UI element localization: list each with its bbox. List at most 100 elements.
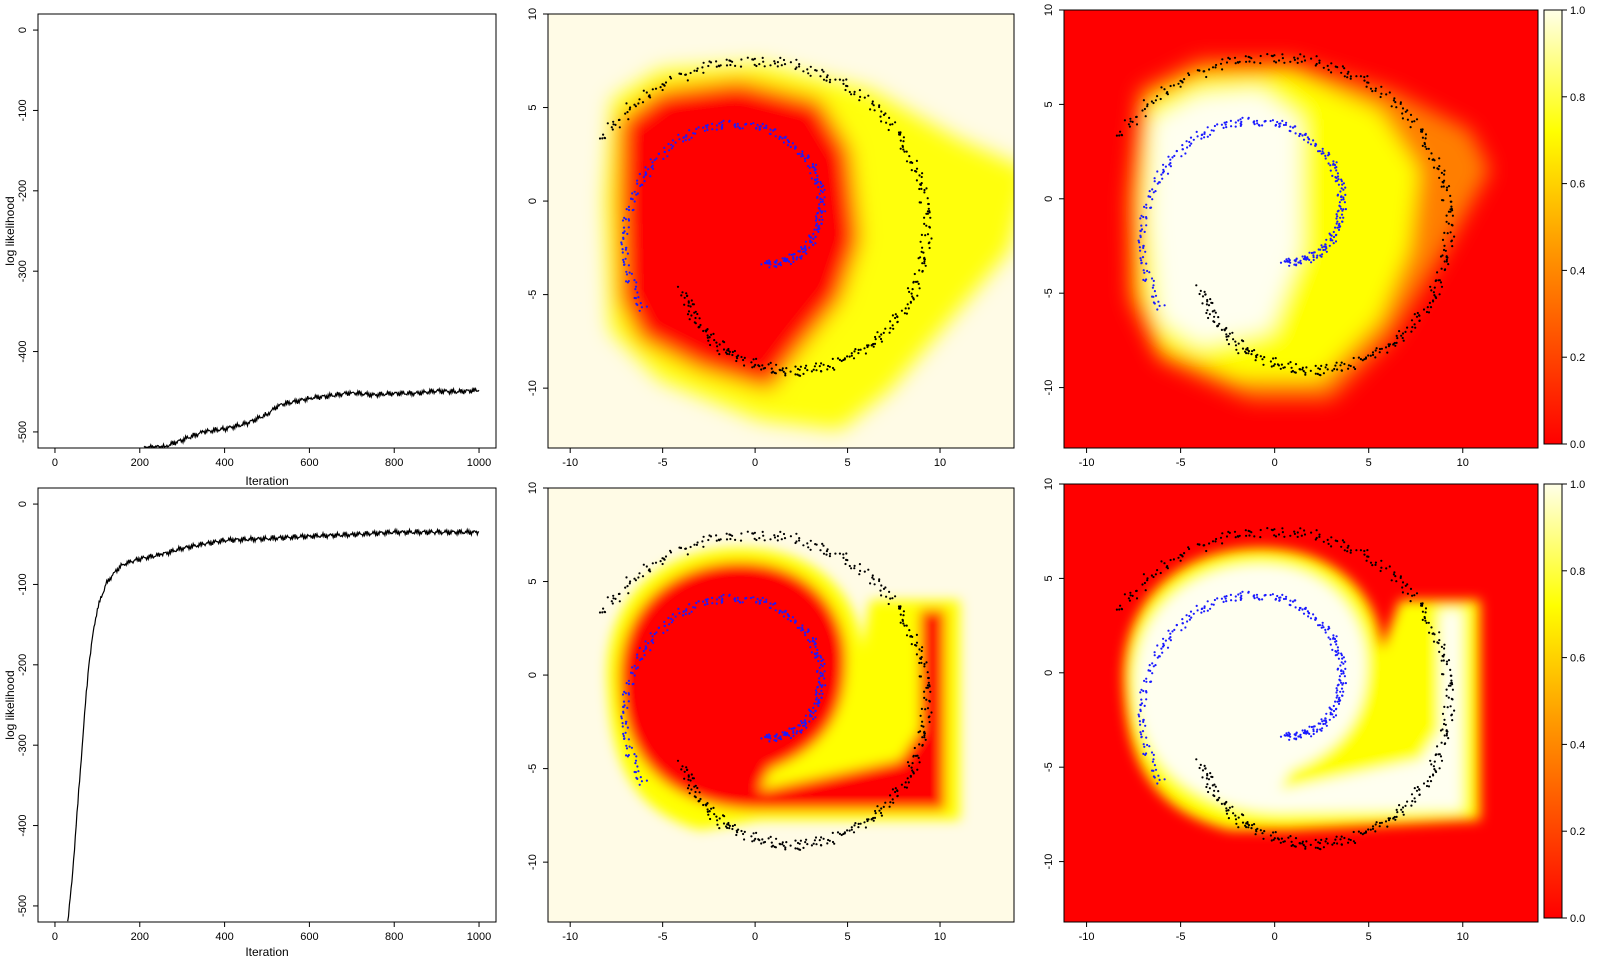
outer-point — [1301, 368, 1304, 371]
outer-point — [751, 366, 754, 369]
inner-point — [767, 259, 771, 262]
outer-point — [704, 803, 707, 806]
outer-point — [1453, 235, 1456, 238]
outer-point — [1398, 804, 1401, 807]
outer-point — [740, 355, 743, 359]
inner-point — [625, 747, 629, 750]
inner-point — [685, 608, 688, 611]
inner-point — [1156, 656, 1159, 659]
inner-point — [1144, 724, 1147, 727]
outer-point — [789, 370, 792, 373]
outer-point — [1443, 179, 1446, 182]
outer-point — [1280, 837, 1283, 840]
outer-point — [1375, 821, 1378, 824]
inner-point — [1140, 733, 1143, 736]
outer-point — [1290, 370, 1293, 373]
inner-point — [644, 648, 647, 651]
inner-point — [1316, 728, 1319, 731]
outer-point — [699, 797, 702, 801]
outer-point — [1440, 741, 1443, 744]
inner-point — [1188, 140, 1191, 144]
outer-point — [1156, 569, 1159, 572]
outer-point — [1235, 822, 1238, 825]
colorbar-tick-label: 0.0 — [1570, 439, 1585, 451]
outer-point — [923, 665, 926, 668]
inner-point — [625, 273, 629, 276]
outer-point — [725, 64, 729, 67]
outer-point — [1355, 75, 1358, 78]
outer-point — [603, 611, 607, 614]
outer-point — [1120, 134, 1124, 137]
outer-point — [694, 790, 697, 794]
outer-point — [1432, 291, 1435, 294]
inner-point — [1239, 592, 1242, 595]
outer-point — [767, 837, 770, 840]
outer-point — [920, 707, 924, 711]
outer-point — [815, 843, 818, 846]
outer-point — [1427, 147, 1430, 150]
inner-point — [1234, 121, 1237, 124]
outer-point — [920, 656, 923, 659]
outer-point — [1213, 783, 1216, 786]
outer-point — [702, 803, 705, 807]
x-axis: -10 -5 0 5 10 — [562, 448, 946, 469]
inner-point — [1299, 259, 1302, 262]
outer-point — [910, 643, 913, 646]
heatmap-surface — [1123, 548, 1480, 830]
outer-point — [651, 562, 654, 565]
inner-point — [1324, 245, 1327, 248]
outer-point — [1418, 319, 1421, 322]
outer-point — [728, 827, 731, 830]
outer-point — [854, 348, 857, 351]
inner-point — [1334, 234, 1338, 237]
inner-point — [807, 165, 810, 168]
inner-point — [816, 177, 819, 181]
outer-point — [809, 539, 812, 542]
outer-point — [819, 75, 822, 78]
inner-point — [1261, 598, 1264, 601]
outer-point — [878, 335, 881, 338]
inner-point — [804, 634, 807, 637]
x-tick-label: 600 — [300, 931, 318, 943]
outer-point — [1245, 826, 1248, 829]
outer-point — [1432, 640, 1436, 643]
outer-point — [728, 59, 731, 62]
outer-point — [603, 137, 607, 140]
outer-point — [902, 148, 905, 151]
inner-point — [1340, 195, 1343, 198]
inner-point — [817, 228, 820, 231]
outer-point — [725, 532, 728, 535]
outer-point — [885, 595, 888, 598]
inner-point — [1152, 279, 1155, 282]
inner-point — [793, 147, 797, 150]
inner-point — [688, 138, 691, 141]
outer-point — [1433, 294, 1436, 297]
inner-point — [720, 125, 723, 128]
colorbar-tick-label: 0.2 — [1570, 352, 1585, 364]
outer-point — [1299, 842, 1302, 845]
inner-point — [785, 260, 788, 263]
outer-point — [1304, 373, 1307, 376]
inner-point — [634, 288, 637, 291]
outer-point — [1314, 846, 1317, 849]
outer-point — [1340, 369, 1343, 372]
outer-point — [1447, 185, 1451, 188]
inner-point — [1334, 714, 1338, 717]
outer-point — [1302, 370, 1305, 373]
outer-point — [709, 817, 712, 821]
outer-point — [1401, 806, 1405, 809]
outer-point — [1245, 352, 1248, 355]
inner-point — [803, 157, 807, 160]
outer-point — [1303, 533, 1307, 536]
outer-point — [1266, 53, 1269, 56]
outer-point — [1341, 65, 1344, 68]
inner-point — [796, 256, 799, 259]
outer-point — [1304, 845, 1307, 848]
outer-point — [743, 364, 746, 367]
inner-point — [818, 203, 821, 206]
outer-point — [1242, 814, 1245, 817]
outer-point — [896, 789, 899, 792]
inner-point — [1141, 256, 1145, 259]
inner-point — [670, 147, 673, 150]
outer-point — [1154, 573, 1157, 576]
